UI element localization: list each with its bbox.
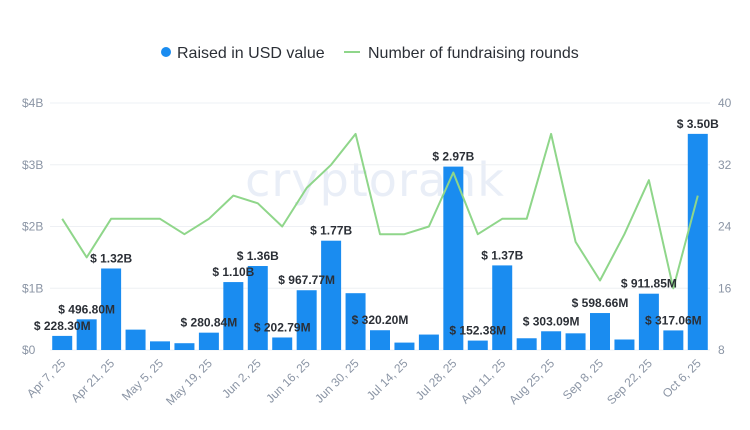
x-tick-label: Jun 2, 25	[219, 356, 264, 401]
bar	[223, 282, 244, 350]
y-axis-left: $0 $1B $2B $3B $4B	[22, 96, 43, 357]
data-label: $ 496.80M	[58, 302, 115, 316]
bar	[590, 313, 610, 350]
bar	[272, 337, 293, 350]
y-axis-right: 8 16 24 32 40	[718, 96, 732, 357]
data-labels: $ 228.30M $ 496.80M $ 1.32B $ 280.84M $ 1.10…	[34, 117, 719, 338]
y-right-tick-label: 16	[718, 281, 732, 295]
data-label: $ 202.79M	[254, 320, 311, 334]
legend-bar-label[interactable]: Raised in USD value	[177, 45, 325, 62]
x-tick-label: Aug 11, 25	[458, 356, 509, 407]
bar-series	[52, 133, 708, 350]
y-right-tick-label: 8	[718, 343, 725, 357]
rounds-line	[61, 132, 699, 290]
y-left-tick-label: $2B	[22, 220, 43, 234]
bar	[565, 333, 586, 350]
data-label: $ 1.36B	[237, 249, 279, 263]
data-label: $ 1.37B	[481, 248, 523, 262]
y-left-tick-label: $0	[22, 343, 36, 357]
bar	[663, 330, 684, 350]
bar	[541, 331, 562, 350]
bar	[174, 343, 195, 350]
chart-legend[interactable]: Raised in USD value Number of fundraisin…	[161, 45, 579, 62]
bar	[492, 265, 513, 350]
bar	[638, 293, 659, 350]
bar	[370, 330, 390, 350]
x-tick-label: Jun 16, 25	[263, 356, 313, 406]
legend-bar-marker	[161, 47, 171, 57]
bar	[516, 338, 537, 350]
x-tick-label: Jun 30, 25	[312, 356, 362, 406]
data-label: $ 967.77M	[278, 273, 335, 287]
bar	[101, 268, 122, 350]
bar	[394, 342, 415, 350]
data-label: $ 317.06M	[645, 313, 702, 327]
data-label: $ 152.38M	[449, 324, 506, 338]
data-label: $ 911.85M	[621, 277, 677, 291]
bar	[418, 334, 439, 350]
data-label: $ 280.84M	[181, 316, 238, 330]
data-label: $ 1.77B	[310, 224, 352, 238]
bar	[321, 240, 342, 350]
x-tick-label: May 19, 25	[163, 356, 215, 408]
bar	[198, 332, 219, 350]
data-label: $ 303.09M	[523, 314, 580, 328]
bar	[52, 335, 73, 350]
legend-line-label[interactable]: Number of fundraising rounds	[368, 45, 579, 62]
data-label: $ 228.30M	[34, 319, 91, 333]
x-tick-label: Jul 14, 25	[364, 356, 411, 403]
bar	[345, 293, 366, 350]
y-right-tick-label: 40	[718, 96, 732, 110]
bar	[296, 290, 317, 350]
x-tick-label: Jul 28, 25	[413, 356, 460, 403]
data-label: $ 598.66M	[572, 296, 629, 310]
data-label: $ 2.97B	[432, 150, 474, 164]
bar	[614, 339, 635, 350]
y-left-tick-label: $3B	[22, 158, 43, 172]
bar	[443, 166, 464, 350]
bar	[76, 319, 97, 350]
y-left-tick-label: $4B	[22, 96, 43, 110]
bar	[150, 341, 170, 350]
x-tick-label: Apr 21, 25	[68, 356, 117, 405]
x-tick-label: Apr 7, 25	[24, 356, 69, 401]
y-left-tick-label: $1B	[22, 281, 43, 295]
x-tick-label: Aug 25, 25	[506, 356, 557, 407]
bar	[125, 329, 146, 350]
x-tick-label: Sep 8, 25	[560, 356, 606, 402]
data-label: $ 3.50B	[677, 117, 719, 131]
bar	[687, 133, 708, 350]
x-tick-label: Oct 6, 25	[660, 356, 705, 401]
bar	[467, 340, 488, 350]
data-label: $ 1.32B	[90, 251, 132, 265]
x-tick-label: May 5, 25	[119, 356, 166, 403]
y-right-tick-label: 24	[718, 220, 732, 234]
data-label: $ 1.10B	[212, 265, 254, 279]
data-label: $ 320.20M	[352, 313, 409, 327]
bar	[247, 266, 268, 350]
y-right-tick-label: 32	[718, 158, 732, 172]
line-series	[61, 132, 699, 290]
x-tick-label: Sep 22, 25	[604, 356, 655, 407]
